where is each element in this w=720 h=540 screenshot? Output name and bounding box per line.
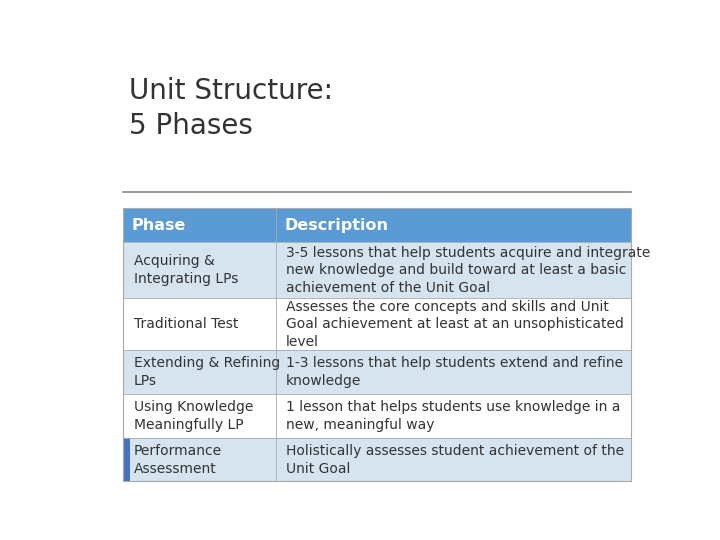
Bar [124,394,276,438]
Bar [276,350,631,394]
Text: Description: Description [284,218,388,233]
Text: Acquiring &
Integrating LPs: Acquiring & Integrating LPs [133,254,238,286]
Text: Extending & Refining
LPs: Extending & Refining LPs [133,356,280,388]
Text: 1-3 lessons that help students extend and refine
knowledge: 1-3 lessons that help students extend an… [286,356,623,388]
Bar [276,299,631,350]
Bar [124,208,276,242]
Text: 3-5 lessons that help students acquire and integrate
new knowledge and build tow: 3-5 lessons that help students acquire a… [286,246,650,295]
Text: 1 lesson that helps students use knowledge in a
new, meaningful way: 1 lesson that helps students use knowled… [286,400,620,432]
Bar [124,299,276,350]
Bar [124,438,276,482]
Text: Performance
Assessment: Performance Assessment [133,444,222,476]
Bar [276,438,631,482]
Bar [124,242,276,299]
Text: Using Knowledge
Meaningfully LP: Using Knowledge Meaningfully LP [133,400,253,432]
Text: Phase: Phase [132,218,186,233]
Bar [276,394,631,438]
Bar [276,208,631,242]
Bar [124,438,130,482]
Text: Assesses the core concepts and skills and Unit
Goal achievement at least at an u: Assesses the core concepts and skills an… [286,300,624,349]
Bar [124,350,276,394]
Text: Traditional Test: Traditional Test [133,318,238,332]
Bar [124,208,631,482]
Text: Unit Structure:
5 Phases: Unit Structure: 5 Phases [129,77,333,140]
Text: Holistically assesses student achievement of the
Unit Goal: Holistically assesses student achievemen… [286,444,624,476]
Bar [276,242,631,299]
